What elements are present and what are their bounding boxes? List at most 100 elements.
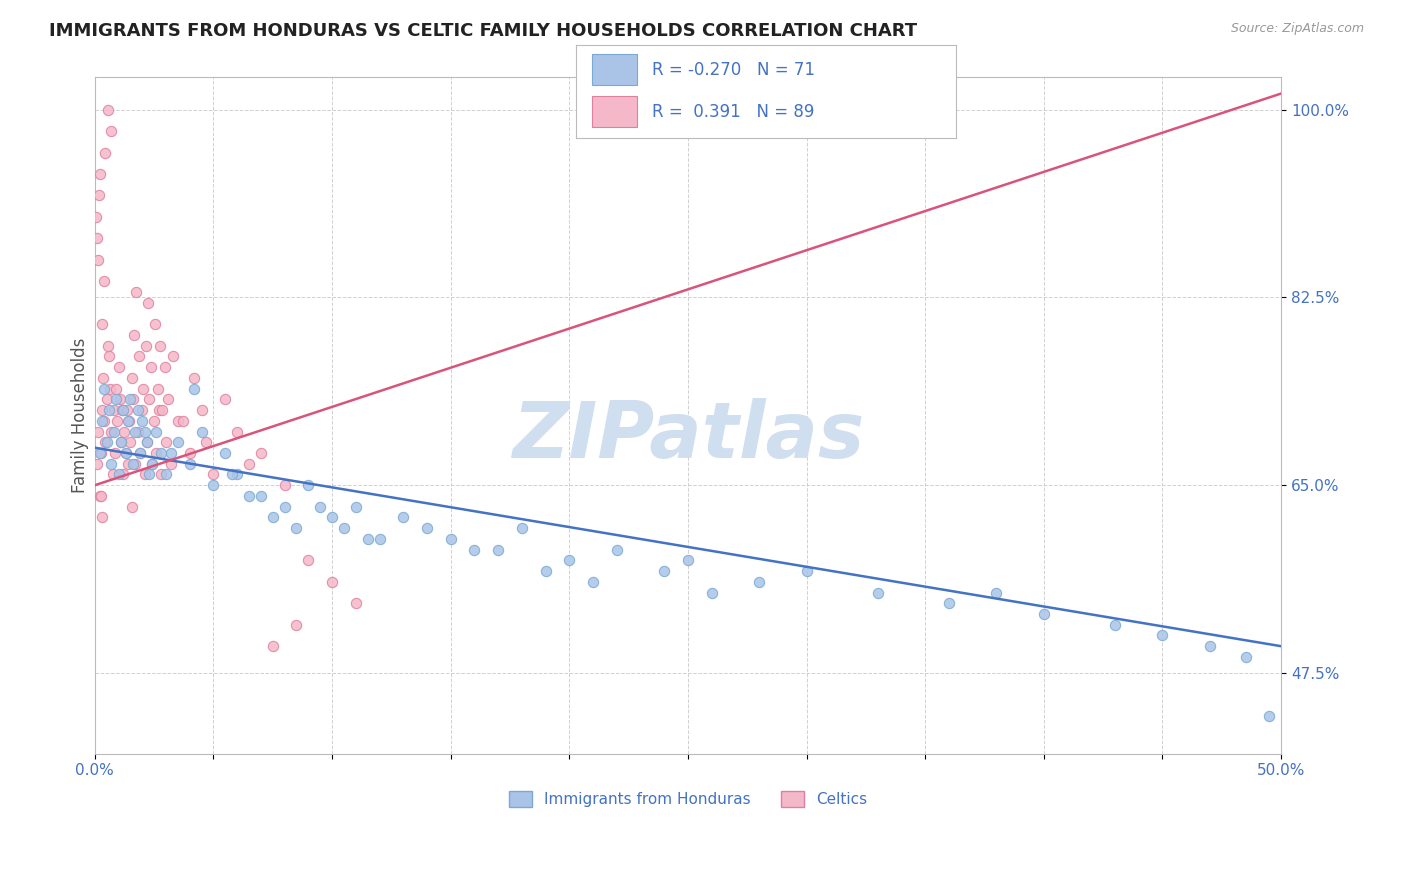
Point (105, 414, 128, 428)
Point (105, 392, 128, 407)
Text: IMMIGRANTS FROM HONDURAS VS CELTIC FAMILY HOUSEHOLDS CORRELATION CHART: IMMIGRANTS FROM HONDURAS VS CELTIC FAMIL… (49, 22, 917, 40)
Point (321, 574, 343, 589)
Point (202, 478, 225, 492)
Point (333, 521, 356, 535)
Point (183, 371, 205, 385)
Point (90, 403, 112, 417)
Point (153, 360, 176, 375)
Text: R =  0.391   N = 89: R = 0.391 N = 89 (652, 103, 814, 121)
Point (110, 435, 132, 450)
Point (128, 350, 150, 364)
Point (166, 435, 188, 450)
Point (558, 553, 581, 567)
Point (107, 467, 129, 482)
Point (141, 457, 163, 471)
Point (115, 403, 138, 417)
Point (159, 457, 181, 471)
Point (145, 425, 167, 439)
Point (87, 188, 110, 202)
Point (652, 564, 675, 578)
Point (866, 585, 889, 599)
Point (143, 318, 166, 332)
Point (131, 403, 153, 417)
Point (90, 489, 112, 503)
Text: Source: ZipAtlas.com: Source: ZipAtlas.com (1230, 22, 1364, 36)
Point (285, 521, 308, 535)
Point (103, 425, 125, 439)
Point (166, 414, 188, 428)
Point (121, 371, 143, 385)
Point (98, 350, 121, 364)
Point (250, 489, 273, 503)
Point (748, 574, 770, 589)
Point (157, 392, 180, 407)
Bar (592, 54, 637, 85)
Point (136, 435, 159, 450)
Point (309, 500, 332, 514)
Point (986, 585, 1008, 599)
Point (100, 124, 122, 138)
Point (117, 414, 139, 428)
Point (89, 167, 111, 181)
Point (84, 210, 107, 224)
Point (162, 350, 184, 364)
Point (135, 339, 157, 353)
Point (86, 231, 108, 245)
Point (150, 467, 173, 482)
Point (344, 500, 367, 514)
Point (1104, 617, 1126, 632)
Point (98, 403, 121, 417)
Point (91, 371, 114, 385)
Point (89, 489, 111, 503)
Point (273, 478, 295, 492)
Point (297, 553, 319, 567)
Point (146, 382, 169, 396)
Point (101, 467, 124, 482)
Point (143, 414, 166, 428)
Point (98, 382, 121, 396)
Point (1199, 639, 1222, 653)
Point (238, 489, 260, 503)
Point (131, 414, 153, 428)
Point (110, 435, 132, 450)
Point (127, 403, 149, 417)
Point (321, 510, 343, 524)
Point (392, 510, 415, 524)
Point (250, 446, 273, 460)
Point (105, 382, 128, 396)
Point (1258, 709, 1281, 723)
Point (486, 542, 509, 557)
Point (121, 392, 143, 407)
Point (676, 553, 699, 567)
Point (114, 446, 136, 460)
Point (155, 467, 177, 482)
Point (190, 425, 212, 439)
Point (90, 414, 112, 428)
Point (344, 596, 367, 610)
Point (134, 425, 156, 439)
Point (1032, 607, 1054, 621)
Point (139, 360, 162, 375)
Point (440, 532, 463, 546)
Point (214, 392, 236, 407)
Point (136, 295, 159, 310)
Point (96, 392, 118, 407)
Point (120, 435, 142, 450)
Point (97, 103, 120, 117)
Point (297, 478, 319, 492)
Point (93, 414, 115, 428)
Point (90, 446, 112, 460)
Point (582, 574, 605, 589)
Point (89, 446, 111, 460)
Point (262, 510, 284, 524)
Point (108, 392, 131, 407)
Point (91, 510, 114, 524)
Point (262, 639, 284, 653)
Point (226, 425, 249, 439)
Point (128, 446, 150, 460)
Point (100, 425, 122, 439)
Point (190, 403, 212, 417)
Point (100, 457, 122, 471)
Y-axis label: Family Households: Family Households (72, 338, 89, 493)
Point (700, 585, 723, 599)
